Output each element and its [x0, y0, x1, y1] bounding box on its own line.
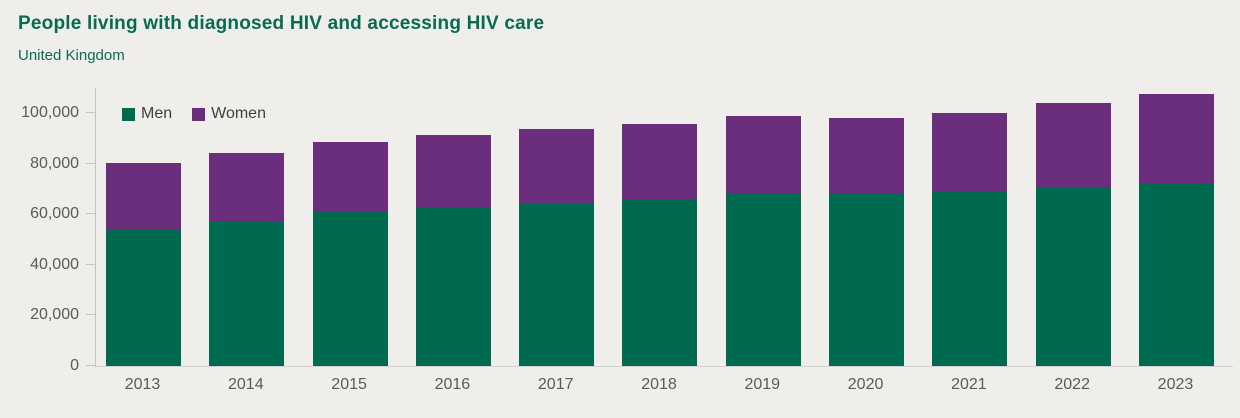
- x-tick-label-2018: 2018: [641, 376, 677, 393]
- y-tick: [86, 162, 96, 164]
- bar-2013: [106, 162, 181, 366]
- legend-swatch-men: [122, 107, 135, 121]
- bar-2020: [829, 118, 905, 366]
- bar-2018-men-segment: [622, 199, 698, 366]
- bar-2022: [1035, 103, 1111, 366]
- bar-2016-men-segment: [415, 206, 491, 366]
- legend-swatch-women: [192, 107, 206, 121]
- bar-2023-women-segment: [1138, 93, 1214, 184]
- x-tick-label-2020: 2020: [847, 376, 884, 393]
- bar-2015-women-segment: [312, 142, 388, 213]
- bar-2014-women-segment: [209, 152, 285, 222]
- legend-label-women: Women: [211, 105, 266, 122]
- y-tick: [86, 263, 96, 265]
- bar-2023-men-segment: [1138, 184, 1214, 366]
- bar-2017: [519, 128, 595, 366]
- legend-item-men: Men: [122, 105, 172, 123]
- bar-2019-women-segment: [725, 116, 801, 195]
- y-tick-label: 0: [70, 357, 79, 374]
- y-tick: [86, 314, 96, 316]
- bar-2021-women-segment: [932, 112, 1008, 192]
- bars-container: [96, 88, 1233, 366]
- legend-label-men: Men: [141, 105, 173, 122]
- x-tick-label-2013: 2013: [124, 376, 161, 393]
- x-axis-labels: 2013 2014 2015 2016 2017 2018 2019 2020 2021 2022…: [95, 376, 1232, 394]
- x-tick-label-2023: 2023: [1157, 376, 1194, 393]
- y-tick: [86, 365, 96, 366]
- plot-area: Men Women: [86, 88, 1233, 367]
- y-tick-label: 20,000: [30, 306, 79, 324]
- bar-2013-men-segment: [106, 229, 181, 366]
- bar-2023: [1138, 93, 1214, 366]
- x-tick-label-2014: 2014: [228, 376, 264, 393]
- y-tick-label: 40,000: [30, 255, 79, 273]
- legend-item-women: Women: [192, 105, 266, 123]
- bar-2014-men-segment: [209, 221, 285, 366]
- legend: Men Women: [122, 105, 266, 123]
- x-tick-label-2022: 2022: [1054, 376, 1090, 393]
- bar-2013-women-segment: [106, 162, 181, 230]
- bar-2015-men-segment: [312, 212, 388, 366]
- bar-2021: [932, 112, 1008, 366]
- bar-2021-men-segment: [932, 191, 1008, 366]
- x-tick-label-2021: 2021: [951, 376, 987, 393]
- bar-2014: [209, 152, 285, 366]
- y-tick: [86, 112, 96, 114]
- x-tick-label-2017: 2017: [537, 376, 574, 393]
- bar-2019-men-segment: [725, 194, 801, 366]
- bar-2018: [622, 124, 698, 366]
- bar-2019: [725, 116, 801, 366]
- x-tick-label-2016: 2016: [434, 376, 471, 393]
- y-tick-label: 80,000: [30, 154, 79, 172]
- bar-2022-men-segment: [1035, 187, 1111, 366]
- y-tick: [86, 213, 96, 215]
- bar-2020-women-segment: [829, 118, 905, 195]
- y-axis-labels: 0 20,000 40,000 60,000 80,000 100,000: [0, 88, 79, 374]
- y-tick-label: 60,000: [30, 205, 79, 223]
- chart-title: People living with diagnosed HIV and acc…: [18, 13, 545, 34]
- bar-2018-women-segment: [622, 124, 698, 200]
- bar-2020-men-segment: [829, 194, 905, 366]
- x-tick-label-2015: 2015: [331, 376, 367, 393]
- bar-2015: [312, 142, 388, 366]
- y-tick-label: 100,000: [21, 104, 79, 122]
- bar-2022-women-segment: [1035, 103, 1111, 188]
- chart-subtitle: United Kingdom: [18, 47, 125, 64]
- bar-2017-men-segment: [519, 202, 595, 366]
- bar-2017-women-segment: [519, 128, 595, 203]
- bar-2016: [415, 135, 491, 366]
- bar-2016-women-segment: [415, 135, 491, 207]
- x-tick-label-2019: 2019: [744, 376, 781, 393]
